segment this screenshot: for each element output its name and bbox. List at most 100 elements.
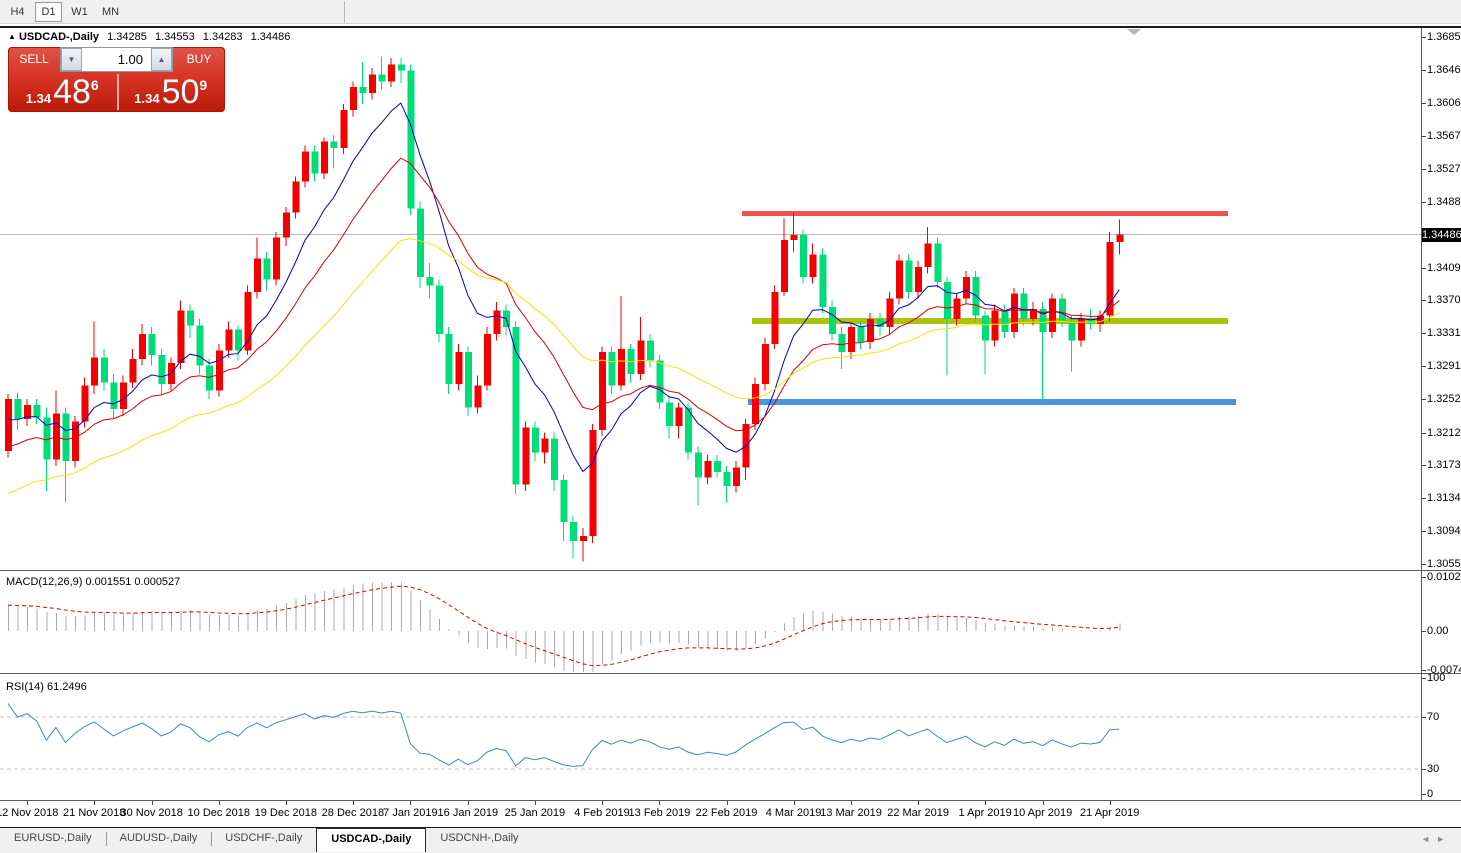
macd-histogram-bar	[851, 616, 853, 631]
macd-histogram-bar	[295, 599, 297, 631]
candle-body	[254, 258, 262, 293]
candle-body	[541, 438, 549, 453]
macd-histogram-bar	[707, 631, 709, 649]
macd-histogram-bar	[937, 614, 939, 631]
macd-histogram-bar	[927, 613, 929, 631]
macd-histogram-bar	[27, 607, 29, 631]
axis-tick	[1422, 136, 1426, 137]
date-axis-label: 28 Dec 2018	[321, 807, 385, 819]
date-axis-tick	[410, 801, 412, 805]
sell-price-button[interactable]: 1.34 48 6	[8, 72, 117, 112]
macd-histogram-bar	[448, 628, 450, 631]
tab-symbol-usdchf[interactable]: USDCHF-,Daily	[211, 828, 316, 850]
candle-body	[426, 276, 434, 286]
macd-histogram-bar	[467, 631, 469, 644]
ohlc-open: 1.34285	[107, 31, 147, 43]
volume-input[interactable]: 1.00	[117, 52, 143, 67]
candle-body	[273, 237, 281, 280]
panel-separator[interactable]	[0, 673, 1461, 674]
date-axis-tick	[659, 801, 661, 805]
candle-body	[522, 427, 530, 485]
candle-body	[733, 467, 741, 487]
macd-histogram-bar	[783, 623, 785, 631]
candle-body	[416, 208, 424, 277]
chart-shift-marker-icon[interactable]	[1127, 29, 1141, 35]
macd-histogram-bar	[439, 618, 441, 631]
volume-increase-icon[interactable]: ▲	[151, 48, 172, 71]
rsi-chart-canvas[interactable]	[0, 676, 1421, 800]
volume-decrease-icon[interactable]: ▼	[61, 48, 82, 71]
candle-body	[982, 315, 990, 341]
candle-body	[244, 292, 252, 351]
candle-body	[311, 151, 319, 174]
tab-symbol-audusd[interactable]: AUDUSD-,Daily	[105, 828, 212, 850]
macd-histogram-bar	[994, 623, 996, 631]
macd-histogram-bar	[621, 631, 623, 654]
date-axis-tick	[793, 801, 795, 805]
macd-histogram-bar	[1109, 626, 1111, 631]
tab-symbol-usdcad[interactable]: USDCAD-,Daily	[316, 828, 427, 852]
rsi-axis-label: 0	[1427, 788, 1434, 800]
axis-tick	[1422, 70, 1426, 71]
date-axis-label: 21 Apr 2019	[1080, 807, 1140, 819]
date-axis-label: 16 Jan 2019	[437, 807, 499, 819]
axis-tick	[1422, 531, 1426, 532]
tab-symbol-usdcnh[interactable]: USDCNH-,Daily	[440, 832, 519, 844]
buy-button[interactable]: BUY	[186, 52, 212, 66]
date-axis-tick	[467, 801, 469, 805]
axis-tick	[1422, 202, 1426, 203]
macd-histogram-bar	[113, 614, 115, 631]
candle-body	[809, 254, 817, 277]
tab-timeframe-d1[interactable]: D1	[35, 1, 62, 22]
axis-tick	[1422, 465, 1426, 466]
buy-price-button[interactable]: 1.34 50 9	[117, 72, 226, 112]
candle-body	[359, 87, 367, 94]
macd-chart-canvas[interactable]	[0, 572, 1421, 672]
candle-body	[905, 260, 913, 293]
macd-histogram-bar	[841, 615, 843, 631]
date-axis-label: 30 Nov 2018	[120, 807, 183, 819]
axis-tick	[1422, 300, 1426, 301]
macd-histogram-bar	[1061, 628, 1063, 631]
candle-body	[436, 285, 444, 334]
macd-histogram-bar	[649, 631, 651, 643]
macd-histogram-bar	[726, 631, 728, 651]
collapse-triangle-icon[interactable]: ▲	[8, 32, 16, 41]
macd-histogram-bar	[1090, 630, 1092, 632]
tab-scroll-left-icon[interactable]: ◄	[1421, 834, 1437, 844]
tab-timeframe-mn[interactable]: MN	[102, 5, 120, 18]
axis-tick	[1422, 103, 1426, 104]
tab-scroll-right-icon[interactable]: ►	[1436, 834, 1451, 844]
candle-body	[119, 382, 127, 410]
date-axis-label: 25 Jan 2019	[504, 807, 566, 819]
macd-histogram-bar	[908, 616, 910, 631]
macd-histogram-bar	[266, 608, 268, 631]
axis-tick	[1422, 169, 1426, 170]
macd-axis-label: 0.00	[1427, 625, 1449, 637]
date-axis-tick	[851, 801, 853, 805]
macd-histogram-bar	[764, 631, 766, 639]
macd-histogram-bar	[333, 589, 335, 631]
sell-button[interactable]: SELL	[19, 52, 49, 66]
candle-body	[234, 329, 242, 351]
tab-timeframe-h4[interactable]: H4	[10, 5, 25, 18]
date-axis-tick	[1042, 801, 1044, 805]
macd-histogram-bar	[506, 631, 508, 649]
date-axis-tick	[726, 801, 728, 805]
buy-price-prefix: 1.34	[134, 90, 160, 106]
candle-body	[43, 417, 51, 460]
macd-histogram-bar	[352, 584, 354, 631]
macd-histogram-bar	[515, 631, 517, 657]
price-axis-label: 1.32910	[1427, 360, 1461, 372]
macd-histogram-bar	[132, 613, 134, 631]
price-axis-label: 1.30940	[1427, 525, 1461, 537]
macd-histogram-bar	[180, 610, 182, 631]
candle-body	[512, 327, 520, 485]
price-chart-canvas[interactable]	[0, 28, 1421, 570]
tab-symbol-eurusd[interactable]: EURUSD-,Daily	[14, 832, 92, 844]
date-axis[interactable]: 12 Nov 2018 21 Nov 2018 30 Nov 2018 10 Dec …	[0, 801, 1421, 826]
panel-separator[interactable]	[0, 570, 1461, 571]
tab-timeframe-w1[interactable]: W1	[71, 5, 88, 18]
price-axis-border	[1421, 28, 1422, 801]
candle-body	[407, 70, 415, 209]
